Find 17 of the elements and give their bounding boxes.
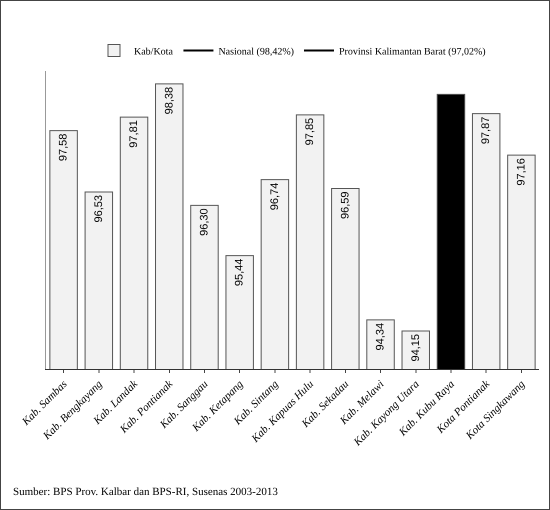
data-label: 96,74 (268, 182, 281, 210)
data-label: 96,59 (339, 191, 352, 219)
data-label: 95,44 (234, 258, 246, 286)
data-label: 97,87 (480, 116, 492, 144)
data-label: 97,16 (515, 158, 528, 186)
data-label: 98,38 (163, 86, 176, 114)
text: Sumber: BPS Prov. Kalbar dan BPS-RI, Susenas 2003-2013 (13, 486, 278, 498)
data-label: 94,34 (374, 322, 387, 350)
data-label: 97,58 (58, 134, 70, 162)
legend-label: Kab/Kota (134, 46, 174, 58)
data-label: 94,15 (410, 334, 422, 362)
data-label: 96,53 (92, 194, 105, 222)
legend-label: Provinsi Kalimantan Barat (97,02%) (338, 46, 486, 58)
data-label: 96,30 (198, 208, 210, 236)
legend-label: Nasional (98,42%) (218, 46, 294, 58)
data-label: 97,81 (128, 120, 140, 148)
data-label: 97,85 (304, 118, 316, 146)
